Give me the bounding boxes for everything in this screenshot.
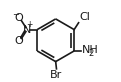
Text: O: O <box>15 13 23 23</box>
Text: N: N <box>23 25 31 35</box>
Text: 2: 2 <box>88 49 94 58</box>
Text: Cl: Cl <box>79 12 90 22</box>
Text: +: + <box>26 20 32 29</box>
Text: NH: NH <box>82 45 98 55</box>
Text: O: O <box>15 36 23 46</box>
Text: −: − <box>12 10 19 19</box>
Text: Br: Br <box>50 70 63 80</box>
